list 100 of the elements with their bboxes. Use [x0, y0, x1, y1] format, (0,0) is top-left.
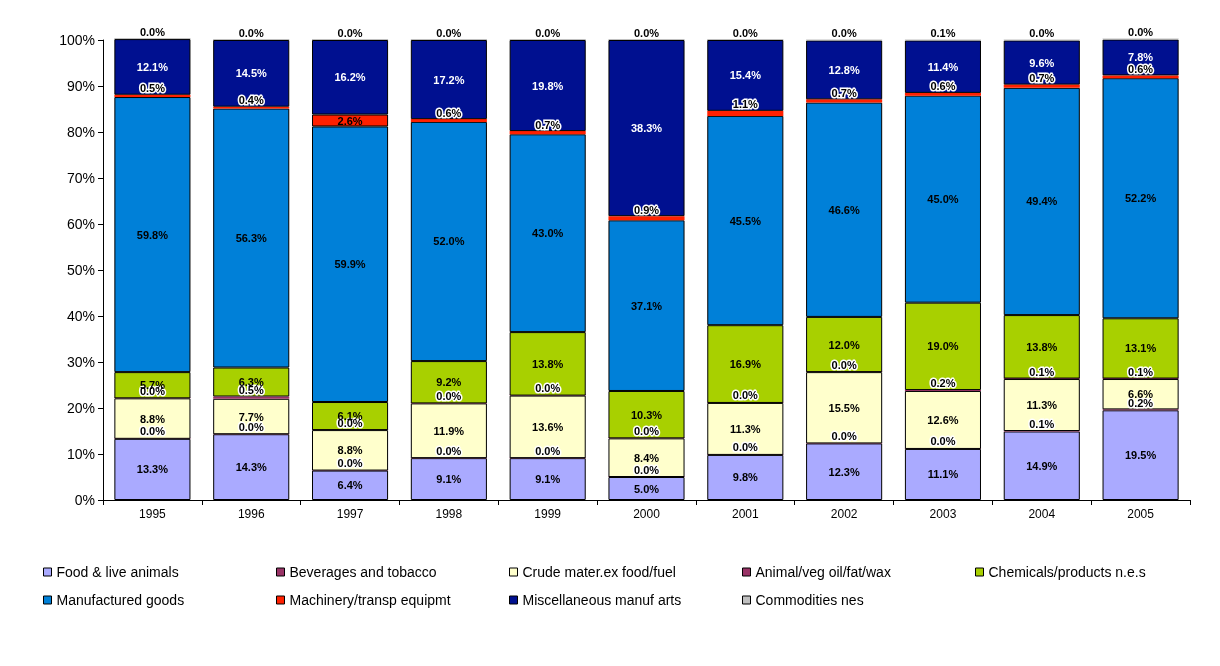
x-tick-label: 1998 — [435, 507, 463, 521]
data-label: 9.2% — [436, 376, 462, 389]
legend-label: Commodities nes — [755, 592, 864, 608]
data-label: 0.0% — [139, 25, 166, 38]
data-label: 13.1% — [1124, 342, 1157, 355]
data-label: 56.3% — [235, 232, 268, 245]
x-tick-label: 2004 — [1028, 507, 1056, 521]
data-label: 0.7% — [535, 118, 561, 131]
data-label: 0.1% — [1128, 365, 1154, 378]
legend-label: Manufactured goods — [56, 592, 185, 608]
data-label: 10.3% — [630, 408, 663, 421]
data-label: 8.8% — [139, 412, 166, 425]
data-label: 13.3% — [136, 463, 169, 476]
data-label: 19.8% — [532, 79, 564, 92]
data-label: 11.1% — [927, 468, 959, 481]
x-tick-label: 2000 — [633, 507, 661, 521]
data-label: 15.5% — [828, 401, 860, 414]
data-label: 43.0% — [532, 227, 564, 240]
legend-label: Miscellaneous manuf arts — [522, 592, 682, 608]
data-label: 0.6% — [436, 106, 462, 119]
legend-label: Crude mater.ex food/fuel — [522, 564, 676, 580]
legend-label: Machinery/transp equipmt — [289, 592, 451, 608]
data-label: 0.0% — [238, 26, 264, 39]
data-label: 0.0% — [633, 26, 660, 39]
x-tick-label: 2003 — [929, 507, 957, 521]
data-label: 38.3% — [630, 122, 663, 135]
x-tick-label: 1996 — [237, 507, 265, 521]
data-label: 12.3% — [828, 465, 860, 478]
data-label: 0.0% — [732, 441, 759, 454]
data-label: 0.0% — [930, 435, 956, 448]
legend-label: Food & live animals — [56, 564, 179, 580]
data-label: 13.8% — [1026, 340, 1058, 353]
data-label: 0.0% — [831, 26, 857, 39]
legend-label: Beverages and tobacco — [289, 564, 437, 580]
y-tick-label: 60% — [66, 216, 95, 232]
data-label: 0.0% — [436, 444, 462, 457]
data-label: 7.7% — [238, 410, 264, 423]
data-label: 9.8% — [732, 471, 759, 484]
x-tick-label: 2005 — [1127, 507, 1155, 521]
x-tick-label: 2002 — [830, 507, 858, 521]
data-label: 0.0% — [1128, 26, 1154, 39]
y-tick-label: 100% — [59, 32, 95, 48]
data-label: 0.0% — [1029, 26, 1055, 39]
data-label: 13.6% — [532, 420, 564, 433]
data-label: 0.1% — [1029, 417, 1055, 430]
data-label: 14.9% — [1026, 459, 1058, 472]
data-label: 0.0% — [831, 429, 857, 442]
data-label: 12.6% — [927, 413, 959, 426]
data-label: 0.0% — [633, 463, 660, 476]
data-label: 7.8% — [1128, 51, 1154, 64]
data-label: 0.6% — [1128, 62, 1154, 75]
data-label: 12.8% — [828, 63, 860, 76]
data-label: 0.9% — [633, 203, 660, 216]
data-label: 6.4% — [337, 479, 363, 492]
y-tick-label: 70% — [66, 170, 95, 186]
data-label: 0.0% — [139, 425, 166, 438]
y-tick-label: 50% — [66, 262, 95, 278]
data-label: 49.4% — [1026, 195, 1058, 208]
data-label: 16.9% — [729, 358, 762, 371]
x-tick-label: 2001 — [731, 507, 759, 521]
data-label: 0.0% — [436, 26, 462, 39]
y-tick-label: 80% — [66, 124, 95, 140]
data-label: 9.1% — [535, 473, 561, 486]
data-label: 0.6% — [930, 80, 956, 93]
data-label: 59.9% — [334, 258, 366, 271]
data-label: 11.3% — [1026, 399, 1058, 412]
data-label: 59.8% — [136, 228, 169, 241]
data-label: 12.0% — [828, 338, 860, 351]
data-label: 11.3% — [730, 422, 761, 435]
data-label: 8.8% — [337, 444, 363, 457]
data-label: 37.1% — [630, 299, 663, 312]
data-label: 0.0% — [633, 424, 660, 437]
data-label: 45.0% — [927, 193, 959, 206]
x-tick-label: 1999 — [534, 507, 562, 521]
data-label: 45.5% — [729, 214, 762, 227]
y-tick-label: 30% — [66, 354, 95, 370]
legend-label: Chemicals/products n.e.s — [988, 564, 1146, 580]
y-tick-label: 40% — [66, 308, 95, 324]
data-label: 52.2% — [1124, 192, 1157, 205]
data-label: 0.0% — [535, 382, 561, 395]
data-label: 0.0% — [535, 26, 561, 39]
data-label: 0.0% — [436, 389, 462, 402]
data-label: 12.1% — [136, 60, 169, 73]
data-label: 0.1% — [930, 26, 956, 39]
data-label: 0.2% — [930, 377, 956, 390]
data-label: 11.4% — [927, 60, 959, 73]
data-label: 0.7% — [1029, 72, 1055, 85]
data-label: 46.6% — [828, 203, 860, 216]
data-label: 0.4% — [238, 94, 264, 107]
y-tick-label: 90% — [66, 78, 95, 94]
data-label: 16.2% — [334, 71, 366, 84]
data-label: 0.0% — [337, 457, 363, 470]
data-label: 9.6% — [1029, 56, 1055, 69]
data-label: 1.1% — [732, 98, 759, 111]
y-tick-label: 0% — [74, 492, 95, 508]
data-label: 9.1% — [436, 473, 462, 486]
data-label: 0.5% — [139, 82, 166, 95]
data-label: 15.4% — [729, 69, 762, 82]
data-label: 19.5% — [1124, 449, 1157, 462]
data-label: 11.9% — [433, 424, 465, 437]
